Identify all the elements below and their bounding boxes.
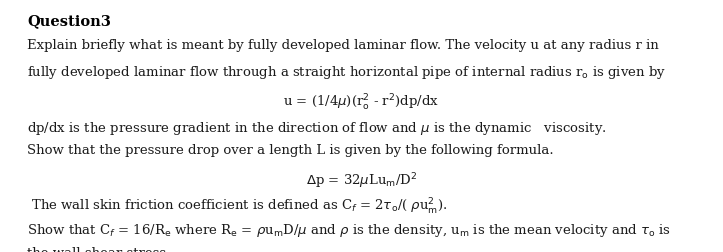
Text: Question3: Question3 (27, 14, 111, 28)
Text: the wall shear stress.: the wall shear stress. (27, 247, 171, 252)
Text: dp/dx is the pressure gradient in the direction of flow and $\mu$ is the dynamic: dp/dx is the pressure gradient in the di… (27, 120, 607, 137)
Text: Show that C$_f$ = 16/R$_\mathrm{e}$ where R$_\mathrm{e}$ = $\rho$u$_\mathrm{m}$D: Show that C$_f$ = 16/R$_\mathrm{e}$ wher… (27, 222, 672, 239)
Text: The wall skin friction coefficient is defined as C$_f$ = 2$\tau$$_\mathrm{o}$/( : The wall skin friction coefficient is de… (27, 197, 448, 217)
Text: Explain briefly what is meant by fully developed laminar flow. The velocity u at: Explain briefly what is meant by fully d… (27, 39, 659, 52)
Text: $\Delta$p = 32$\mu$Lu$_\mathrm{m}$/D$^2$: $\Delta$p = 32$\mu$Lu$_\mathrm{m}$/D$^2$ (306, 171, 417, 191)
Text: fully developed laminar flow through a straight horizontal pipe of internal radi: fully developed laminar flow through a s… (27, 64, 667, 81)
Text: u = (1/4$\mu$)(r$_\mathrm{o}^2$ - r$^2$)dp/dx: u = (1/4$\mu$)(r$_\mathrm{o}^2$ - r$^2$)… (283, 93, 440, 113)
Text: Show that the pressure drop over a length L is given by the following formula.: Show that the pressure drop over a lengt… (27, 144, 554, 157)
